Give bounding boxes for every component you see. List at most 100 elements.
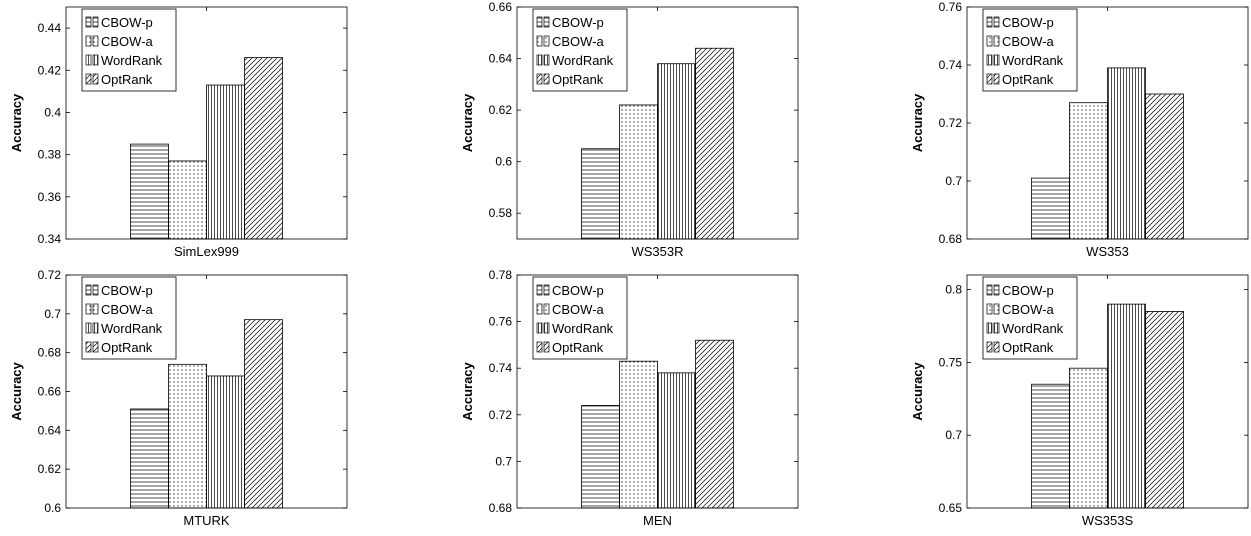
legend-swatch bbox=[536, 341, 543, 353]
bar-optrank bbox=[695, 339, 734, 509]
legend-label: WordRank bbox=[101, 53, 163, 68]
legend-swatch bbox=[85, 54, 92, 66]
y-axis-label: Accuracy bbox=[9, 93, 24, 152]
y-tick-label: 0.4 bbox=[44, 105, 61, 119]
y-tick-label: 0.76 bbox=[489, 315, 513, 329]
bar-optrank bbox=[244, 319, 283, 509]
bar-cbow-a bbox=[1069, 102, 1108, 240]
y-tick-label: 0.76 bbox=[939, 0, 963, 14]
legend-swatch bbox=[986, 322, 993, 334]
legend-swatch bbox=[543, 284, 550, 296]
legend-swatch bbox=[92, 284, 99, 296]
bar-cbow-a bbox=[168, 160, 207, 240]
legend-swatch bbox=[536, 284, 543, 296]
y-tick-label: 0.72 bbox=[38, 268, 62, 282]
chart-panel-men: 0.68 0.7 0.72 0.74 0.76 0.78 MEN Accuracy CBOW-p… bbox=[460, 268, 799, 528]
y-tick-label: 0.38 bbox=[38, 148, 62, 162]
y-tick-label: 0.34 bbox=[38, 232, 62, 246]
y-tick-label: 0.66 bbox=[38, 385, 62, 399]
legend-label: CBOW-p bbox=[101, 15, 153, 30]
legend-swatch bbox=[543, 35, 550, 47]
legend-swatch bbox=[536, 16, 543, 28]
legend-swatch bbox=[993, 341, 1000, 353]
legend-label: CBOW-p bbox=[1002, 15, 1054, 30]
legend-label: CBOW-a bbox=[101, 302, 154, 317]
legend-label: OptRank bbox=[552, 72, 604, 87]
y-tick-label: 0.7 bbox=[495, 454, 512, 468]
chart-panel-mturk: 0.6 0.62 0.64 0.66 0.68 0.7 0.72 MTURK Accuracy C… bbox=[9, 268, 348, 528]
legend-swatch bbox=[543, 341, 550, 353]
legend-label: WordRank bbox=[552, 321, 614, 336]
legend-label: WordRank bbox=[552, 53, 614, 68]
legend-label: CBOW-p bbox=[101, 283, 153, 298]
legend-swatch bbox=[92, 16, 99, 28]
legend: CBOW-p CBOW-a WordRank OptRank bbox=[81, 276, 177, 360]
y-tick-label: 0.78 bbox=[489, 268, 513, 282]
legend-label: OptRank bbox=[1002, 72, 1054, 87]
legend-swatch bbox=[986, 284, 993, 296]
legend-swatch bbox=[993, 322, 1000, 334]
y-tick-label: 0.62 bbox=[489, 103, 513, 117]
legend-swatch bbox=[993, 16, 1000, 28]
y-tick-label: 0.8 bbox=[945, 283, 962, 297]
bar-optrank bbox=[695, 47, 734, 240]
legend-swatch bbox=[92, 35, 99, 47]
y-tick-label: 0.44 bbox=[38, 21, 62, 35]
y-axis-label: Accuracy bbox=[910, 93, 925, 152]
legend-swatch bbox=[536, 54, 543, 66]
legend-swatch bbox=[92, 322, 99, 334]
y-tick-label: 0.42 bbox=[38, 63, 62, 77]
x-category-label: WS353R bbox=[631, 244, 683, 259]
legend-label: CBOW-p bbox=[552, 15, 604, 30]
bar-cbow-p bbox=[1031, 383, 1070, 509]
bar-cbow-p bbox=[130, 408, 169, 509]
y-tick-label: 0.6 bbox=[44, 501, 61, 515]
bar-cbow-p bbox=[581, 148, 620, 240]
legend-swatch bbox=[536, 35, 543, 47]
chart-panel-ws353r: 0.580.60.620.640.66WS353RAccuracyCBOW-pC… bbox=[460, 0, 799, 259]
y-tick-label: 0.72 bbox=[489, 408, 513, 422]
y-tick-label: 0.74 bbox=[939, 58, 963, 72]
chart-panel-ws353: 0.680.70.720.740.76WS353AccuracyCBOW-pCB… bbox=[910, 0, 1249, 259]
legend-swatch bbox=[993, 303, 1000, 315]
legend-swatch bbox=[543, 16, 550, 28]
bar-wordrank bbox=[206, 84, 245, 240]
legend-label: CBOW-a bbox=[552, 302, 605, 317]
bar-wordrank bbox=[1107, 303, 1146, 509]
legend-swatch bbox=[986, 35, 993, 47]
y-tick-label: 0.58 bbox=[489, 206, 513, 220]
legend-label: CBOW-p bbox=[552, 283, 604, 298]
legend-label: OptRank bbox=[101, 72, 153, 87]
y-tick-label: 0.68 bbox=[939, 232, 963, 246]
y-tick-label: 0.64 bbox=[489, 52, 513, 66]
legend-label: WordRank bbox=[1002, 53, 1064, 68]
legend-swatch bbox=[85, 322, 92, 334]
y-tick-label: 0.6 bbox=[495, 155, 512, 169]
legend-swatch bbox=[543, 73, 550, 85]
legend-label: OptRank bbox=[552, 340, 604, 355]
legend-swatch bbox=[92, 54, 99, 66]
legend-swatch bbox=[543, 54, 550, 66]
legend-swatch bbox=[92, 341, 99, 353]
legend-swatch bbox=[993, 284, 1000, 296]
x-category-label: MTURK bbox=[183, 513, 230, 528]
y-tick-label: 0.68 bbox=[489, 501, 513, 515]
legend-label: CBOW-a bbox=[1002, 34, 1055, 49]
legend-swatch bbox=[85, 303, 92, 315]
legend-swatch bbox=[986, 54, 993, 66]
legend: CBOW-p CBOW-a WordRank OptRank bbox=[81, 8, 177, 92]
y-tick-label: 0.72 bbox=[939, 116, 963, 130]
bar-cbow-a bbox=[168, 363, 207, 509]
legend-swatch bbox=[85, 341, 92, 353]
y-tick-label: 0.7 bbox=[945, 428, 962, 442]
legend-swatch bbox=[536, 73, 543, 85]
bar-wordrank bbox=[1107, 67, 1146, 240]
bar-optrank bbox=[1145, 93, 1184, 240]
legend: CBOW-p CBOW-a WordRank OptRank bbox=[982, 8, 1078, 92]
legend-label: OptRank bbox=[101, 340, 153, 355]
bar-cbow-p bbox=[1031, 177, 1070, 240]
bar-wordrank bbox=[206, 375, 245, 509]
legend-label: CBOW-a bbox=[1002, 302, 1055, 317]
legend-swatch bbox=[543, 322, 550, 334]
legend-label: CBOW-a bbox=[101, 34, 154, 49]
